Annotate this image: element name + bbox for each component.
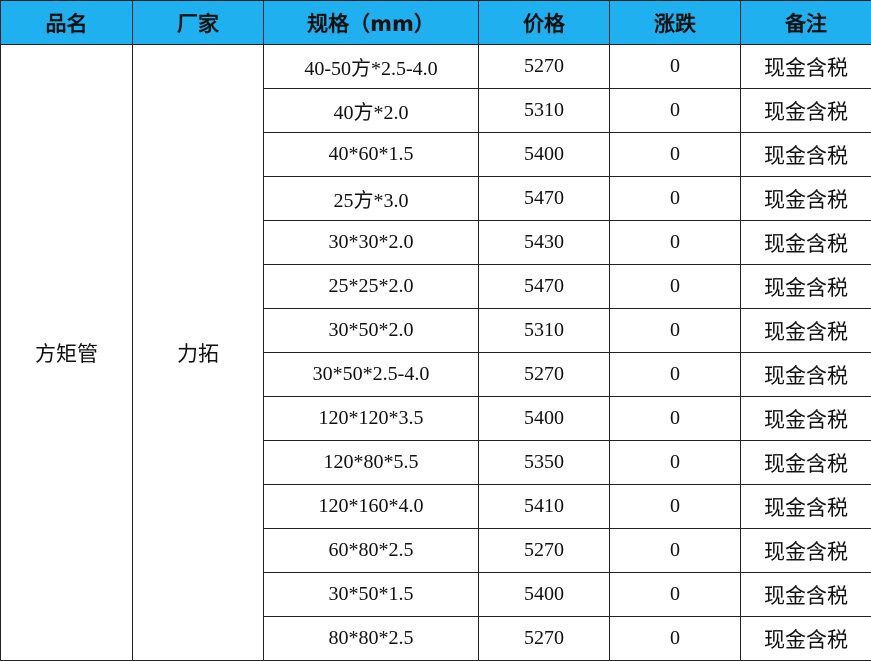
note-cell: 现金含税 <box>740 440 871 485</box>
price-cell: 5470 <box>478 264 610 309</box>
spec-cell: 80*80*2.5 <box>263 616 479 661</box>
spec-cell: 30*50*1.5 <box>263 572 479 617</box>
change-cell: 0 <box>609 484 741 529</box>
change-cell: 0 <box>609 528 741 573</box>
price-cell: 5270 <box>478 616 610 661</box>
note-cell: 现金含税 <box>740 484 871 529</box>
change-cell: 0 <box>609 440 741 485</box>
note-cell: 现金含税 <box>740 352 871 397</box>
change-cell: 0 <box>609 616 741 661</box>
price-cell: 5310 <box>478 88 610 133</box>
note-cell: 现金含税 <box>740 396 871 441</box>
col-header-product: 品名 <box>0 0 133 45</box>
spec-cell: 120*160*4.0 <box>263 484 479 529</box>
spec-cell: 25*25*2.0 <box>263 264 479 309</box>
note-cell: 现金含税 <box>740 616 871 661</box>
col-header-price: 价格 <box>478 0 610 45</box>
spec-cell: 40*60*1.5 <box>263 132 479 177</box>
spec-cell: 120*120*3.5 <box>263 396 479 441</box>
spec-cell: 30*50*2.0 <box>263 308 479 353</box>
col-header-maker: 厂家 <box>132 0 264 45</box>
note-cell: 现金含税 <box>740 132 871 177</box>
table-row: 25*25*2.0 5470 0 现金含税 <box>1 264 871 309</box>
change-cell: 0 <box>609 396 741 441</box>
table-row: 30*50*2.0 5310 0 现金含税 <box>1 308 871 353</box>
note-cell: 现金含税 <box>740 44 871 89</box>
note-cell: 现金含税 <box>740 528 871 573</box>
price-cell: 5410 <box>478 484 610 529</box>
change-cell: 0 <box>609 44 741 89</box>
spec-cell: 40-50方*2.5-4.0 <box>263 44 479 89</box>
note-cell: 现金含税 <box>740 176 871 221</box>
col-header-change: 涨跌 <box>609 0 741 45</box>
price-cell: 5310 <box>478 308 610 353</box>
price-cell: 5430 <box>478 220 610 265</box>
price-cell: 5400 <box>478 132 610 177</box>
table-row: 30*50*1.5 5400 0 现金含税 <box>1 572 871 617</box>
spec-cell: 25方*3.0 <box>263 176 479 221</box>
note-cell: 现金含税 <box>740 308 871 353</box>
table-row: 40方*2.0 5310 0 现金含税 <box>1 88 871 133</box>
note-cell: 现金含税 <box>740 572 871 617</box>
table-row: 120*120*3.5 5400 0 现金含税 <box>1 396 871 441</box>
note-cell: 现金含税 <box>740 88 871 133</box>
change-cell: 0 <box>609 88 741 133</box>
table-row: 80*80*2.5 5270 0 现金含税 <box>1 616 871 661</box>
price-cell: 5270 <box>478 44 610 89</box>
price-cell: 5270 <box>478 528 610 573</box>
spec-cell: 40方*2.0 <box>263 88 479 133</box>
col-header-note: 备注 <box>740 0 871 45</box>
header-row: 品名 厂家 规格（mm） 价格 涨跌 备注 <box>0 0 871 45</box>
table-row: 30*30*2.0 5430 0 现金含税 <box>1 220 871 265</box>
change-cell: 0 <box>609 572 741 617</box>
note-cell: 现金含税 <box>740 264 871 309</box>
price-cell: 5470 <box>478 176 610 221</box>
product-cell: 方矩管 <box>0 44 133 661</box>
change-cell: 0 <box>609 352 741 397</box>
change-cell: 0 <box>609 132 741 177</box>
table-row: 方矩管 力拓 40-50方*2.5-4.0 5270 0 现金含税 <box>0 44 871 661</box>
table-row: 25方*3.0 5470 0 现金含税 <box>1 176 871 221</box>
change-cell: 0 <box>609 308 741 353</box>
price-cell: 5350 <box>478 440 610 485</box>
spec-cell: 30*30*2.0 <box>263 220 479 265</box>
table-row: 60*80*2.5 5270 0 现金含税 <box>1 528 871 573</box>
maker-cell: 力拓 <box>132 44 264 661</box>
col-header-spec: 规格（mm） <box>263 0 479 45</box>
spec-cell: 120*80*5.5 <box>263 440 479 485</box>
table-row: 40*60*1.5 5400 0 现金含税 <box>1 132 871 177</box>
change-cell: 0 <box>609 220 741 265</box>
change-cell: 0 <box>609 264 741 309</box>
price-cell: 5400 <box>478 572 610 617</box>
note-cell: 现金含税 <box>740 220 871 265</box>
price-cell: 5400 <box>478 396 610 441</box>
price-cell: 5270 <box>478 352 610 397</box>
spec-cell: 60*80*2.5 <box>263 528 479 573</box>
change-cell: 0 <box>609 176 741 221</box>
spec-cell: 30*50*2.5-4.0 <box>263 352 479 397</box>
